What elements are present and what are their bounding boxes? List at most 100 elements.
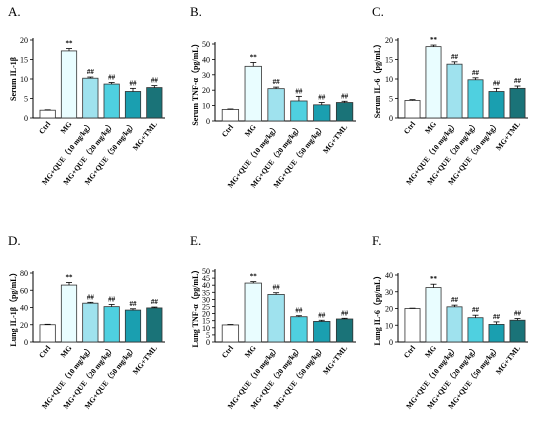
x-tick-label: MG — [243, 123, 258, 139]
bar — [124, 91, 142, 119]
y-tick-label: 20 — [202, 310, 210, 319]
bar — [82, 302, 99, 343]
x-tick-label: MG — [423, 120, 438, 136]
significance-label: ## — [108, 295, 116, 303]
significance-label: ## — [341, 92, 349, 100]
x-tick-label: Ctrl — [37, 344, 52, 360]
significance-label: ## — [451, 296, 459, 304]
panel-letter: F. — [372, 233, 381, 248]
y-tick-label: 50 — [202, 267, 210, 276]
panel-letter: A. — [8, 4, 21, 19]
y-axis-label: Lung IL-1β（pg/mL） — [8, 268, 18, 346]
y-tick-label: 0 — [24, 114, 28, 123]
bar — [313, 321, 331, 343]
y-tick-label: 15 — [385, 56, 393, 65]
y-tick-label: 20 — [385, 305, 393, 314]
significance-label: ## — [318, 94, 326, 102]
bar — [290, 100, 308, 122]
y-tick-label: 50 — [202, 40, 210, 49]
significance-label: ## — [451, 53, 459, 61]
bar — [103, 306, 120, 343]
y-tick-label: 0 — [389, 338, 393, 347]
panel-letter: D. — [8, 233, 21, 248]
y-tick-label: 10 — [20, 75, 28, 84]
significance-label: ** — [430, 275, 438, 283]
bar — [39, 109, 56, 119]
y-tick-label: 0 — [389, 114, 393, 123]
bar — [60, 284, 78, 343]
bar — [60, 50, 78, 119]
panel-letter: E. — [190, 233, 201, 248]
y-tick-label: 20 — [202, 86, 210, 95]
significance-label: ** — [66, 273, 74, 281]
significance-label: ## — [130, 300, 138, 308]
y-tick-label: 60 — [20, 286, 28, 295]
x-tick-label: Ctrl — [220, 344, 235, 360]
bar — [290, 316, 308, 343]
significance-label: ## — [130, 79, 138, 87]
significance-label: ** — [66, 40, 74, 48]
y-tick-label: 40 — [20, 304, 28, 313]
x-tick-label: Ctrl — [402, 344, 417, 360]
bar — [124, 309, 142, 343]
bar — [39, 324, 56, 343]
y-tick-label: 10 — [202, 324, 210, 333]
bar — [335, 102, 354, 122]
significance-label: ## — [87, 293, 95, 301]
x-tick-label: MG — [59, 344, 74, 360]
x-tick-label: MG — [423, 344, 438, 360]
y-tick-label: 15 — [20, 56, 28, 65]
bar — [146, 87, 163, 119]
bar — [267, 294, 285, 343]
y-tick-label: 40 — [385, 271, 393, 280]
y-tick-label: 80 — [20, 269, 28, 278]
y-tick-label: 20 — [20, 321, 28, 330]
bar — [425, 287, 442, 343]
significance-label: ** — [250, 53, 258, 61]
significance-label: ## — [295, 87, 303, 95]
bar — [244, 282, 262, 343]
y-tick-label: 20 — [20, 36, 28, 45]
significance-label: ## — [318, 311, 326, 319]
y-axis-label: Lung TNF-α（pg/mL） — [190, 266, 200, 348]
significance-label: ## — [493, 79, 501, 87]
y-tick-label: 25 — [202, 303, 210, 312]
y-axis-label: Serum TNF-α（pg/mL） — [190, 39, 200, 125]
significance-label: ** — [250, 273, 258, 281]
bar — [425, 46, 442, 119]
y-tick-label: 45 — [202, 274, 210, 283]
significance-label: ## — [87, 68, 95, 76]
bar — [267, 88, 285, 122]
y-tick-label: 40 — [202, 281, 210, 290]
y-tick-label: 5 — [389, 95, 393, 104]
bar — [103, 83, 120, 119]
bar — [446, 306, 463, 343]
y-axis-label: Serum IL-6（pg/mL） — [372, 40, 382, 118]
bar — [404, 308, 421, 343]
y-axis-label: Serum IL-1β — [9, 57, 18, 101]
significance-label: ## — [341, 309, 349, 317]
panel-letter: B. — [190, 4, 202, 19]
x-tick-label: MG — [243, 344, 258, 360]
y-tick-label: 30 — [385, 288, 393, 297]
bar — [244, 65, 262, 122]
bar — [488, 91, 505, 119]
significance-label: ## — [151, 298, 159, 306]
y-tick-label: 35 — [202, 288, 210, 297]
bar — [467, 317, 484, 343]
y-tick-label: 20 — [385, 36, 393, 45]
panel-letter: C. — [372, 4, 384, 19]
bar — [509, 87, 526, 119]
y-tick-label: 40 — [202, 55, 210, 64]
significance-label: ## — [151, 77, 159, 85]
bar — [467, 79, 484, 119]
x-tick-label: MG — [59, 120, 74, 136]
y-axis-label: Lung IL-6（pg/mL） — [372, 271, 382, 345]
significance-label: ## — [472, 69, 480, 77]
significance-label: ## — [108, 74, 116, 82]
